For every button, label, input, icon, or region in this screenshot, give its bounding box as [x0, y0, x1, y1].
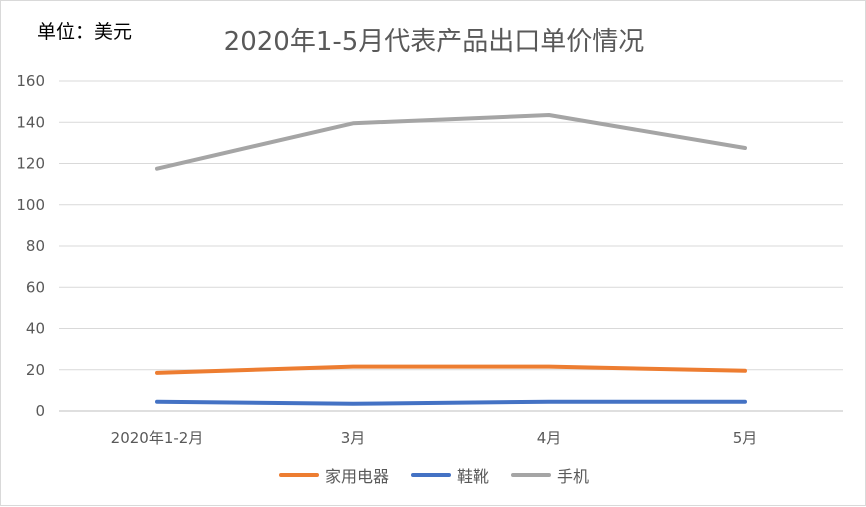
legend-label: 手机	[557, 463, 589, 487]
legend-label: 鞋靴	[457, 463, 489, 487]
legend: 家用电器 鞋靴 手机	[1, 463, 866, 487]
legend-item: 手机	[511, 463, 589, 487]
legend-swatch	[279, 473, 319, 477]
series-line-1	[157, 402, 745, 404]
legend-item: 家用电器	[279, 463, 389, 487]
y-tick-label: 40	[26, 320, 45, 338]
legend-label: 家用电器	[325, 463, 389, 487]
x-tick-label: 5月	[733, 429, 758, 447]
x-tick-label: 3月	[341, 429, 366, 447]
x-tick-label: 2020年1-2月	[111, 429, 204, 447]
legend-swatch	[511, 473, 551, 477]
y-tick-label: 0	[35, 402, 45, 420]
gridlines	[59, 81, 843, 411]
x-axis-ticks: 2020年1-2月 3月 4月 5月	[111, 429, 758, 447]
y-tick-label: 160	[16, 72, 45, 90]
legend-swatch	[411, 473, 451, 477]
y-tick-label: 120	[16, 155, 45, 173]
y-tick-label: 60	[26, 278, 45, 296]
x-tick-label: 4月	[537, 429, 562, 447]
series-line-2	[157, 115, 745, 169]
y-axis-ticks: 0 20 40 60 80 100 120 140 160	[16, 72, 45, 420]
series-lines	[157, 115, 745, 404]
y-tick-label: 20	[26, 361, 45, 379]
y-tick-label: 140	[16, 113, 45, 131]
y-tick-label: 100	[16, 196, 45, 214]
y-tick-label: 80	[26, 237, 45, 255]
legend-item: 鞋靴	[411, 463, 489, 487]
